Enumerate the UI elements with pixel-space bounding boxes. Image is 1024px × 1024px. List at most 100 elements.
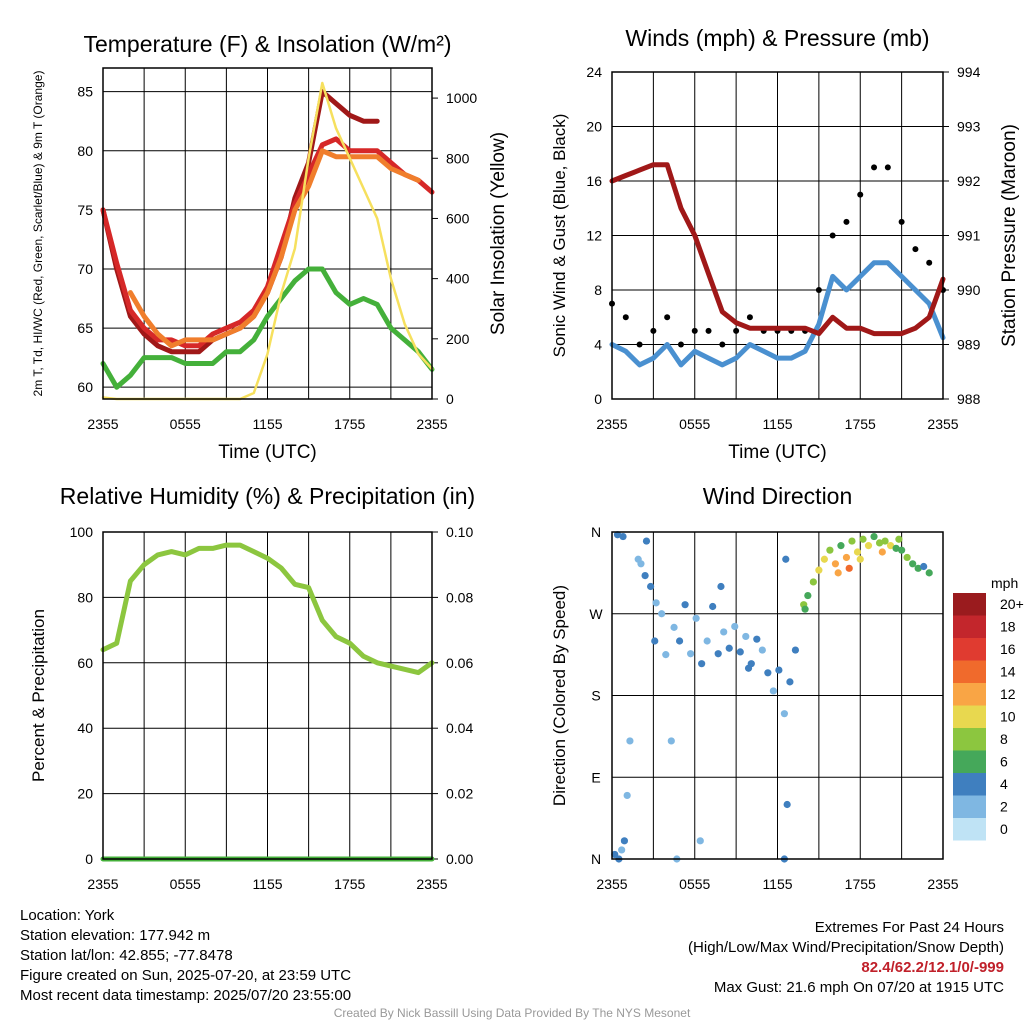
colorbar-swatch (953, 593, 986, 616)
direction-point (809, 578, 817, 586)
direction-point (681, 601, 689, 609)
x-tick-label: 2355 (596, 876, 627, 892)
colorbar-swatch (953, 750, 986, 773)
gust-point (912, 246, 919, 253)
plot-frame (611, 531, 944, 860)
colorbar-swatch (953, 773, 986, 796)
y-right-axis-label: Station Pressure (Maroon) (999, 124, 1020, 347)
y-tick-label: N (591, 524, 601, 540)
direction-point (709, 602, 717, 611)
direction-point (662, 651, 670, 659)
y-right-tick-label: 992 (957, 173, 981, 189)
chart-title: Relative Humidity (%) & Precipitation (i… (60, 483, 475, 509)
x-axis-label: Time (UTC) (218, 442, 317, 463)
direction-point (742, 632, 750, 641)
direction-point (613, 531, 622, 539)
colorbar-label: 6 (1000, 754, 1008, 770)
direction-point (720, 628, 728, 636)
direction-point (758, 646, 766, 654)
series-line (100, 542, 435, 676)
credit-line: Created By Nick Bassill Using Data Provi… (333, 1006, 691, 1020)
y-tick-label: 100 (70, 524, 94, 540)
gust-point (650, 327, 657, 334)
direction-point (815, 566, 823, 574)
gust-point (733, 327, 740, 334)
direction-point (780, 710, 788, 718)
plot-frame (102, 531, 433, 860)
x-tick-label: 0555 (679, 416, 710, 432)
direction-point (826, 546, 834, 554)
y-right-tick-label: 1000 (446, 90, 477, 106)
direction-point (667, 737, 675, 745)
colorbar-label: 20+ (1000, 596, 1024, 612)
gust-point (622, 314, 629, 321)
gust-point (829, 232, 836, 239)
direction-point (786, 678, 794, 686)
colorbar-swatch (953, 705, 986, 728)
colorbar-label: 4 (1000, 776, 1008, 792)
direction-point (703, 637, 711, 645)
colorbar-label: 16 (1000, 641, 1016, 657)
direction-point (642, 537, 651, 545)
y-tick-label: 16 (586, 173, 602, 189)
y-tick-label: E (591, 769, 600, 785)
gust-point (898, 218, 905, 225)
direction-point (898, 546, 906, 554)
chart-panel-4: Wind Direction 2355 0555 1155 1755 2355 N E S W Nm… (550, 483, 1024, 892)
gust-point (843, 218, 850, 225)
direction-point (881, 537, 889, 545)
extremes-legend: (High/Low/Max Wind/Precipitation/Snow De… (688, 939, 1004, 956)
station-elevation: Station elevation: 177.942 m (20, 927, 211, 944)
x-tick-label: 2355 (87, 416, 118, 432)
direction-point (620, 837, 629, 845)
y-tick-label: S (591, 688, 600, 704)
direction-point (626, 737, 634, 745)
gust-point (815, 287, 822, 293)
colorbar-swatch (953, 638, 986, 661)
y-right-tick-label: 0.02 (446, 786, 473, 802)
figure-created: Figure created on Sun, 2025-07-20, at 23… (20, 967, 352, 984)
direction-point (652, 599, 660, 607)
y-right-tick-label: 400 (446, 271, 470, 287)
direction-point (878, 548, 886, 556)
station-info: Location: York Station elevation: 177.94… (20, 906, 351, 1006)
colorbar-label: 2 (1000, 799, 1008, 815)
direction-point (647, 582, 655, 591)
direction-point (634, 555, 642, 563)
y-tick-label: 85 (77, 84, 93, 100)
direction-point (658, 610, 666, 618)
chart-panel-3: Relative Humidity (%) & Precipitation (i… (29, 483, 475, 892)
x-tick-label: 0555 (170, 876, 201, 892)
y-right-tick-label: 600 (446, 210, 470, 226)
y-right-tick-label: 991 (957, 228, 981, 244)
series-line (609, 260, 946, 368)
direction-point (717, 582, 725, 591)
recent-timestamp: Most recent data timestamp: 2025/07/20 2… (20, 987, 352, 1004)
direction-point (892, 544, 900, 552)
direction-point (687, 650, 695, 658)
colorbar-swatch (953, 615, 986, 638)
plot-frame (102, 67, 433, 400)
y-right-tick-label: 994 (957, 64, 981, 80)
direction-point (736, 648, 744, 656)
x-tick-label: 0555 (679, 876, 710, 892)
direction-point (845, 564, 853, 572)
extremes-values: 82.4/62.2/12.1/0/-999 (861, 959, 1004, 976)
x-tick-label: 1755 (845, 876, 876, 892)
station-location: Location: York (20, 907, 115, 924)
gust-point (857, 191, 864, 198)
direction-point (696, 837, 704, 845)
y-right-axis-label: Solar Insolation (Yellow) (488, 132, 509, 335)
y-tick-label: 75 (77, 202, 93, 218)
direction-point (782, 555, 790, 563)
station-latlon: Station lat/lon: 42.855; -77.8478 (20, 947, 233, 964)
colorbar-swatch (953, 728, 986, 751)
x-tick-label: 1155 (252, 876, 282, 892)
x-tick-label: 2355 (927, 876, 958, 892)
colorbar-label: 12 (1000, 686, 1016, 702)
direction-point (903, 553, 911, 562)
y-tick-label: 8 (594, 282, 602, 298)
direction-point (909, 560, 917, 568)
direction-point (842, 553, 851, 562)
direction-point (856, 555, 864, 563)
